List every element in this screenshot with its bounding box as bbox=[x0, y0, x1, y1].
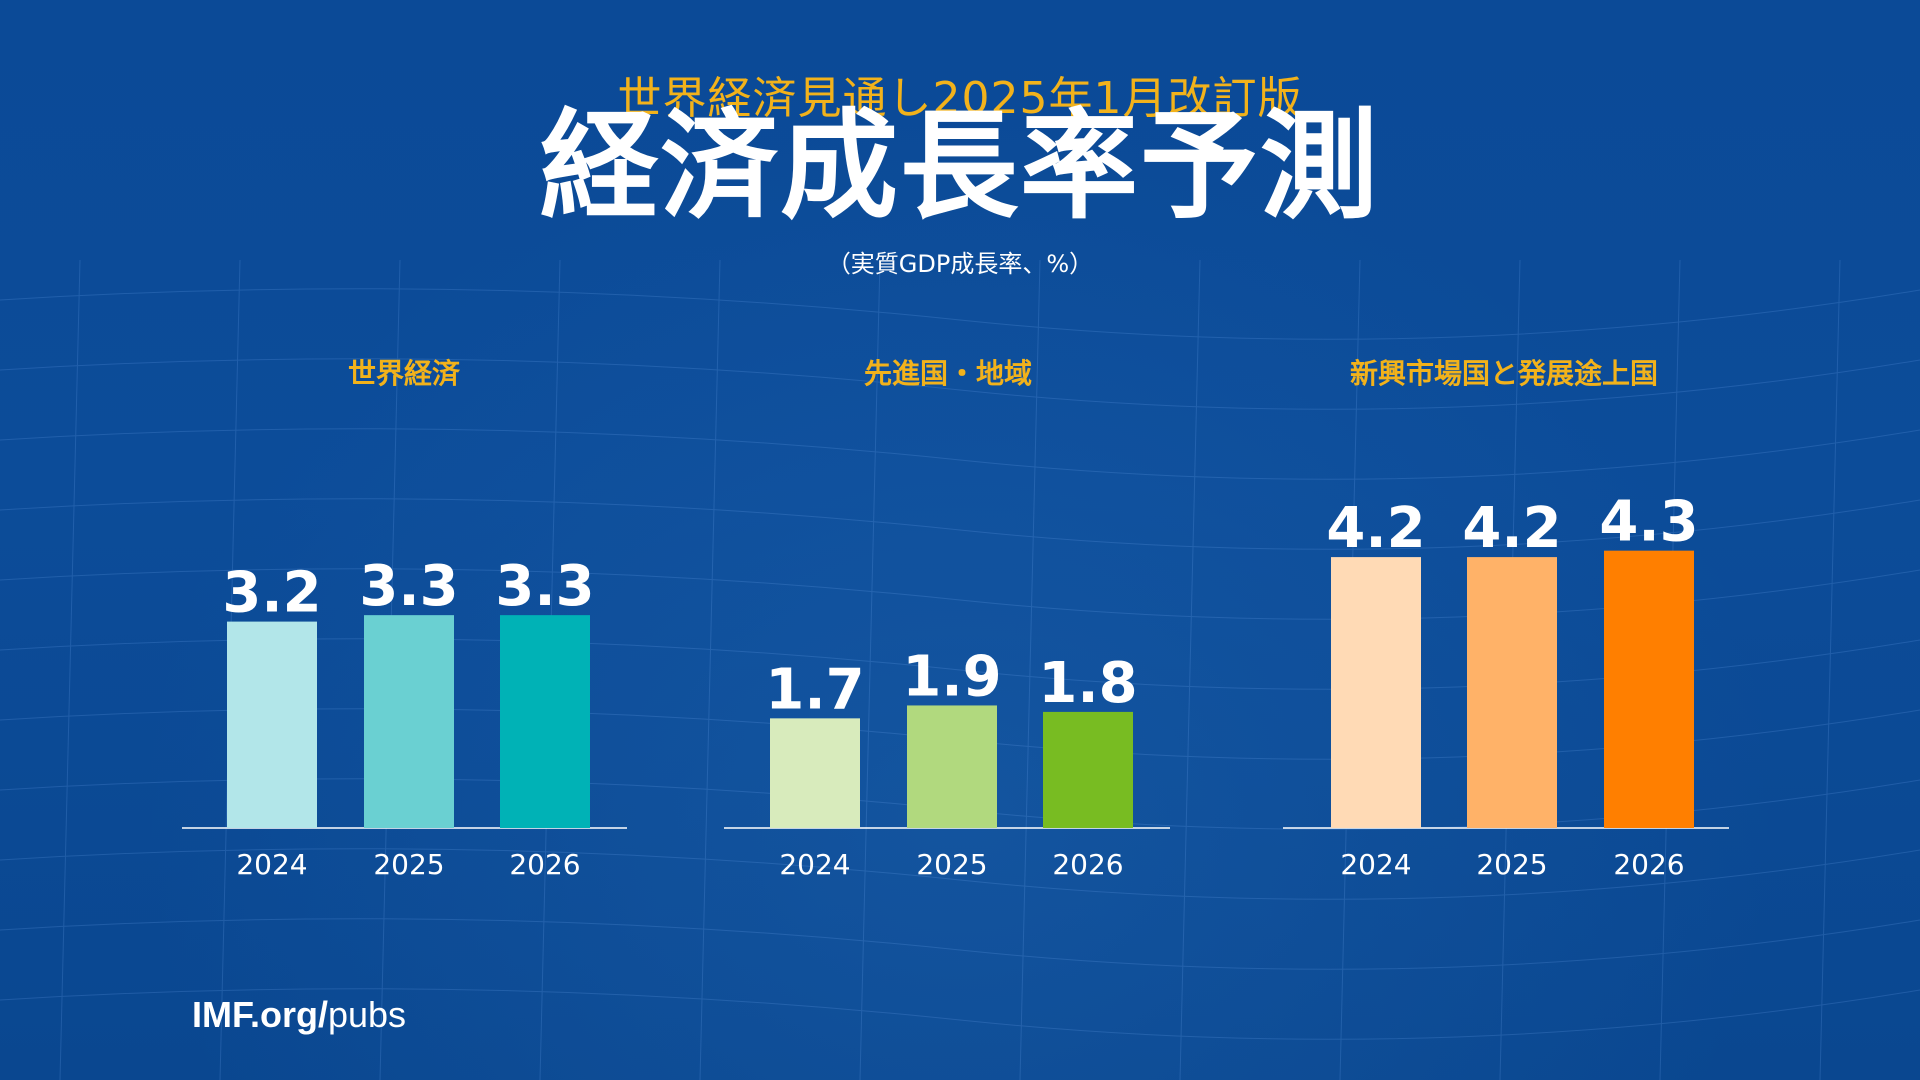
data-label-emerging-2024: 4.2 bbox=[1326, 496, 1425, 561]
data-label-advanced-2024: 1.7 bbox=[765, 657, 864, 722]
x-tick-world-2024: 2024 bbox=[236, 848, 307, 881]
report-subtitle: 世界経済見通し2025年1月改訂版 bbox=[617, 73, 1303, 124]
x-tick-emerging-2026: 2026 bbox=[1613, 848, 1684, 881]
x-tick-emerging-2024: 2024 bbox=[1340, 848, 1411, 881]
bar-world-2025 bbox=[364, 615, 454, 828]
bar-emerging-2024 bbox=[1331, 557, 1421, 828]
page-title: 経済成長率予測 bbox=[539, 97, 1380, 235]
bar-advanced-2025 bbox=[907, 705, 997, 828]
data-label-world-2026: 3.3 bbox=[495, 554, 594, 619]
x-tick-advanced-2025: 2025 bbox=[916, 848, 987, 881]
panel-title-world: 世界経済 bbox=[347, 357, 460, 390]
unit-caption: （実質GDP成長率、%） bbox=[826, 250, 1094, 278]
panel-title-advanced: 先進国・地域 bbox=[863, 357, 1032, 390]
bar-advanced-2024 bbox=[770, 718, 860, 828]
bar-world-2026 bbox=[500, 615, 590, 828]
data-label-advanced-2026: 1.8 bbox=[1038, 651, 1137, 716]
data-label-emerging-2026: 4.3 bbox=[1599, 490, 1698, 555]
bar-world-2024 bbox=[227, 621, 317, 828]
panel-title-emerging: 新興市場国と発展途上国 bbox=[1349, 357, 1658, 390]
bar-emerging-2025 bbox=[1467, 557, 1557, 828]
footer-domain: IMF.org/ bbox=[192, 994, 328, 1035]
bar-advanced-2026 bbox=[1043, 711, 1133, 828]
x-tick-world-2026: 2026 bbox=[509, 848, 580, 881]
data-label-world-2024: 3.2 bbox=[222, 561, 321, 626]
x-tick-emerging-2025: 2025 bbox=[1476, 848, 1547, 881]
data-label-world-2025: 3.3 bbox=[359, 554, 458, 619]
bar-emerging-2026 bbox=[1604, 550, 1694, 828]
data-label-advanced-2025: 1.9 bbox=[902, 644, 1001, 709]
footer-link[interactable]: IMF.org/pubs bbox=[192, 994, 406, 1036]
x-tick-advanced-2026: 2026 bbox=[1052, 848, 1123, 881]
x-tick-world-2025: 2025 bbox=[373, 848, 444, 881]
x-tick-advanced-2024: 2024 bbox=[779, 848, 850, 881]
footer-path: pubs bbox=[327, 994, 407, 1035]
data-label-emerging-2025: 4.2 bbox=[1462, 496, 1561, 561]
